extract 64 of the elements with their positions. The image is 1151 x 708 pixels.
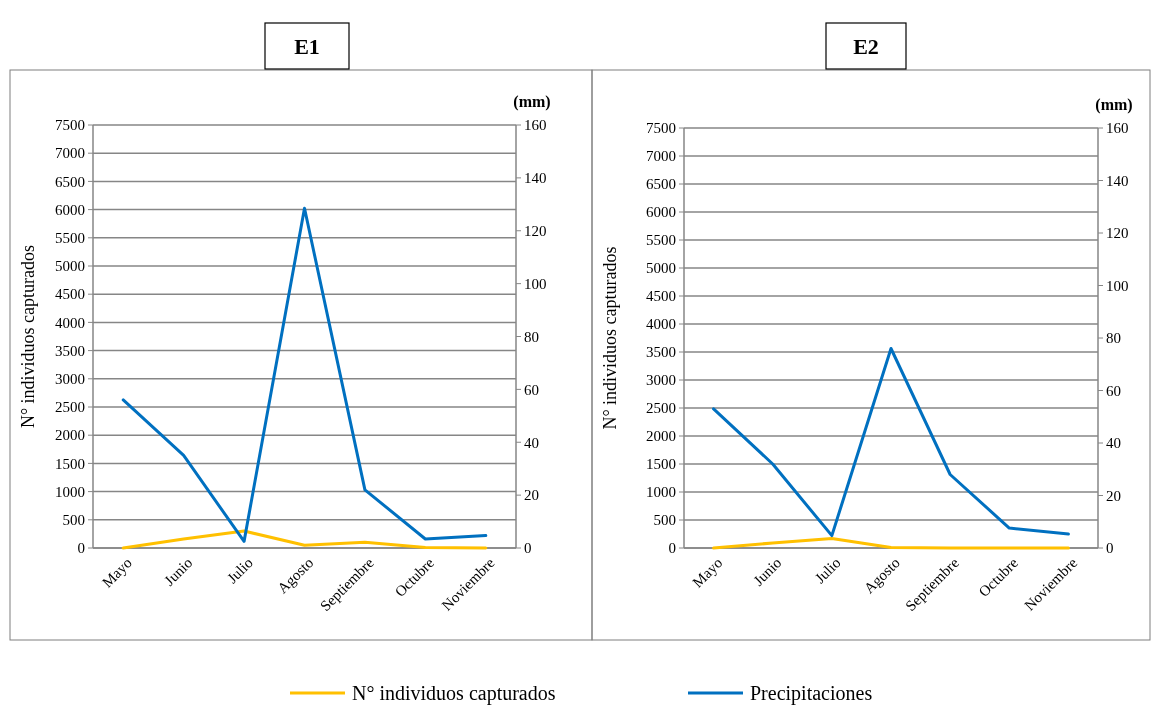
y-tick-label: 5500 [646,232,676,249]
y2-tick-label: 0 [1106,540,1114,557]
y2-axis-title: (mm) [1095,96,1133,114]
y2-tick-label: 20 [1106,487,1121,504]
y-tick-label: 1000 [55,483,85,500]
chart-title: E2 [853,34,879,59]
y-tick-label: 0 [668,540,676,557]
y-tick-label: 6000 [55,201,85,218]
y-tick-label: 6500 [55,173,85,190]
y2-tick-label: 160 [524,117,547,134]
y-axis-title: N° individuos capturados [600,246,620,430]
y-tick-label: 0 [77,540,85,557]
y-tick-label: 500 [62,512,85,529]
y2-tick-label: 20 [524,487,539,504]
y2-tick-label: 80 [524,328,539,345]
y2-tick-label: 100 [524,275,547,292]
y-tick-label: 1500 [55,455,85,472]
y-tick-label: 2500 [55,399,85,416]
y-tick-label: 7000 [55,145,85,162]
x-tick-label: Julio [811,554,844,587]
y-tick-label: 1000 [646,484,676,501]
y-tick-label: 7000 [646,148,676,165]
y-tick-label: 3500 [55,342,85,359]
y-axis-title: N° individuos capturados [18,244,38,429]
y-tick-label: 4000 [646,316,676,333]
y-tick-label: 3000 [55,371,85,388]
y2-tick-label: 40 [524,434,539,451]
y-tick-label: 4500 [646,288,676,305]
line-series [121,206,488,543]
y-tick-label: 4500 [55,286,85,303]
y-tick-label: 6500 [646,176,676,193]
y-tick-label: 6000 [646,204,676,221]
y2-axis-title: (mm) [513,93,551,111]
y-tick-label: 7500 [646,120,676,137]
y2-tick-label: 120 [524,223,547,239]
y2-tick-label: 160 [1106,120,1129,137]
y2-tick-label: 120 [1106,225,1129,242]
y-tick-label: 2000 [55,427,85,444]
y-tick-label: 500 [653,512,676,529]
y-tick-label: 5000 [55,258,85,275]
y-tick-label: 5000 [646,260,676,277]
y2-tick-label: 60 [524,381,539,398]
y2-tick-label: 140 [1106,172,1129,189]
line-series [712,347,1070,538]
legend-label: N° individuos capturados [352,682,556,705]
y-tick-label: 5500 [55,230,85,247]
y-tick-label: 4000 [55,314,85,331]
y2-tick-label: 60 [1106,382,1121,399]
y2-tick-label: 140 [524,170,547,187]
y-tick-label: 3500 [646,344,676,361]
y-tick-label: 3000 [646,372,676,389]
y2-tick-label: 100 [1106,277,1129,294]
y-tick-label: 2000 [646,428,676,445]
x-tick-label: Julio [223,554,256,587]
y2-tick-label: 80 [1106,330,1121,347]
y2-tick-label: 0 [524,540,532,557]
y-tick-label: 2500 [646,400,676,417]
line-series [712,536,1070,550]
legend-label: Precipitaciones [750,682,873,705]
chart-title: E1 [294,34,320,59]
line-series [121,529,488,550]
y-tick-label: 7500 [55,117,85,134]
y2-tick-label: 40 [1106,435,1121,452]
y-tick-label: 1500 [646,456,676,473]
